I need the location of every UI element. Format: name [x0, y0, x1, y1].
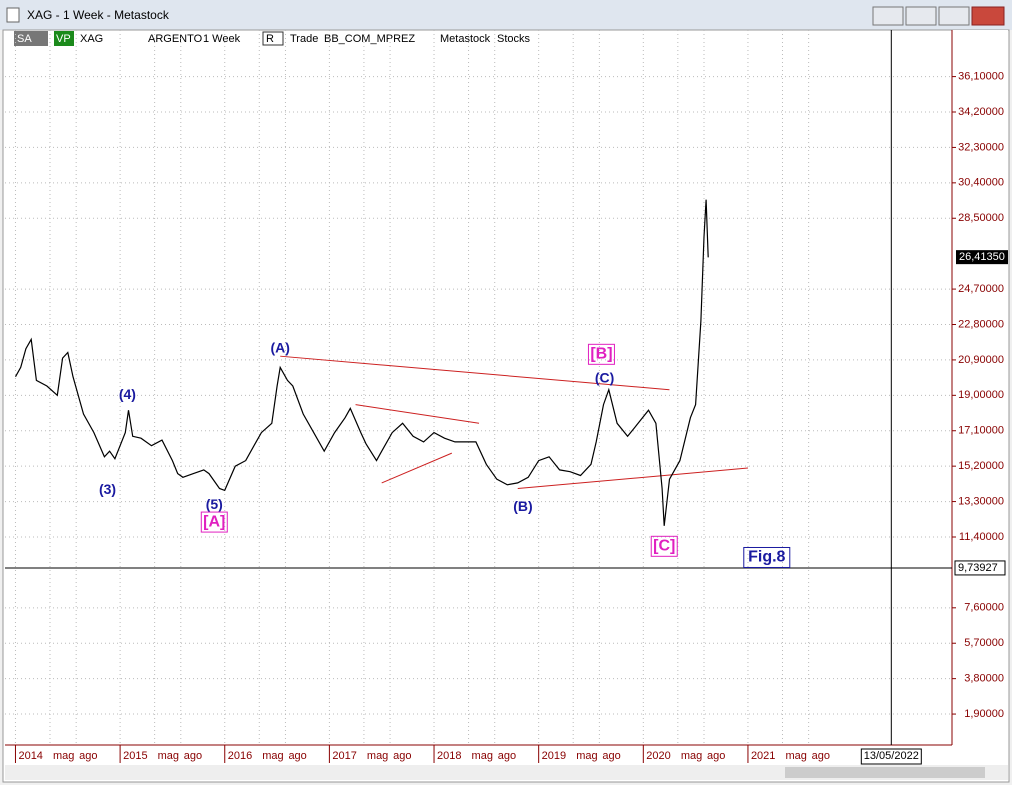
x-tick-label: ago — [79, 750, 97, 762]
scroll-thumb[interactable] — [785, 767, 985, 778]
vp-button[interactable] — [54, 31, 74, 46]
plot: 1,90000 3,80000 5,70000 7,60000 11,40000 13,3… — [5, 30, 1008, 765]
x-tick-label: ago — [812, 750, 830, 762]
y-tick-label: 36,10000 — [958, 71, 1004, 83]
annotation-box — [743, 546, 791, 568]
x-tick-label: 2020 — [646, 750, 670, 762]
x-tick-label: 2014 — [18, 750, 42, 762]
y-tick-label: 32,30000 — [958, 141, 1004, 153]
dropdown[interactable] — [262, 31, 284, 46]
toolbar-item[interactable]: VP — [56, 33, 71, 45]
toolbar-item[interactable]: 1 Week — [203, 33, 241, 45]
toolbar-item[interactable]: SA — [17, 33, 32, 45]
crosshair-y-label: 9,73927 — [958, 562, 998, 574]
y-tick-label: 15,20000 — [958, 460, 1004, 472]
crosshair-x-label: 13/05/2022 — [864, 750, 919, 762]
wave-label: [C] — [653, 538, 675, 555]
y-tick-label: 24,70000 — [958, 283, 1004, 295]
restore-btn[interactable] — [872, 6, 904, 26]
x-tick-label: 2016 — [228, 750, 252, 762]
toolbar-item[interactable]: BB_COM_MPREZ — [324, 33, 415, 45]
y-tick-label: 28,50000 — [958, 212, 1004, 224]
scrollbar[interactable] — [5, 765, 1008, 780]
x-tick-label: mag — [262, 750, 283, 762]
crosshair-x-box — [860, 748, 922, 765]
x-tick-label: 2015 — [123, 750, 147, 762]
title-bar — [0, 0, 1012, 30]
crosshair-y-box — [954, 560, 1006, 576]
y-axis-area — [952, 30, 1008, 745]
close-btn[interactable] — [971, 6, 1005, 26]
x-tick-label: 2021 — [751, 750, 775, 762]
annotation-box — [200, 511, 228, 533]
y-tick-label: 5,70000 — [964, 637, 1004, 649]
x-tick-label: mag — [681, 750, 702, 762]
trendline — [381, 452, 453, 484]
y-tick-label: 19,00000 — [958, 389, 1004, 401]
chart-panel — [2, 29, 1010, 783]
x-tick-label: mag — [53, 750, 74, 762]
x-tick-label: 2018 — [437, 750, 461, 762]
toolbar-item[interactable]: Stocks — [497, 33, 531, 45]
wave-label: (C) — [595, 369, 614, 385]
x-tick-label: ago — [602, 750, 620, 762]
trendline — [280, 355, 670, 391]
y-tick-label: 7,60000 — [964, 602, 1004, 614]
annotation-box — [650, 535, 678, 557]
y-tick-label: 20,90000 — [958, 354, 1004, 366]
trendline — [355, 404, 480, 424]
toolbar: SA VP XAG ARGENTO 1 Week R Trade BB_COM_MPREZ Me… — [14, 31, 531, 46]
x-tick-label: mag — [472, 750, 493, 762]
y-tick-label: 34,20000 — [958, 106, 1004, 118]
x-tick-label: mag — [576, 750, 597, 762]
toolbar-item[interactable]: Metastock — [440, 33, 491, 45]
wave-label: (B) — [513, 498, 532, 514]
toolbar-item[interactable]: Trade — [290, 33, 318, 45]
y-tick-label: 3,80000 — [964, 673, 1004, 685]
y-tick-label: 13,30000 — [958, 495, 1004, 507]
x-tick-label: ago — [184, 750, 202, 762]
y-tick-label: 17,10000 — [958, 425, 1004, 437]
x-tick-label: ago — [707, 750, 725, 762]
last-price-box — [956, 250, 1008, 265]
wave-label: [A] — [203, 513, 225, 530]
wave-label: Fig.8 — [748, 549, 785, 566]
x-tick-label: mag — [158, 750, 179, 762]
y-tick-label: 11,40000 — [959, 531, 1004, 543]
x-tick-label: ago — [498, 750, 516, 762]
x-tick-label: mag — [367, 750, 388, 762]
x-tick-label: 2017 — [332, 750, 356, 762]
toolbar-item[interactable]: R — [266, 33, 274, 45]
y-tick-label: 1,90000 — [964, 708, 1004, 720]
price-line — [14, 199, 709, 526]
wave-label: (4) — [119, 386, 136, 402]
wave-label: (5) — [206, 496, 223, 512]
x-tick-label: ago — [393, 750, 411, 762]
y-tick-label: 30,40000 — [958, 177, 1004, 189]
x-tick-label: mag — [785, 750, 806, 762]
last-price-label: 26,41350 — [959, 251, 1005, 263]
trendline — [517, 467, 748, 490]
sa-button[interactable] — [14, 31, 48, 46]
maximize-btn[interactable] — [938, 6, 970, 26]
window-title: XAG - 1 Week - Metastock — [27, 8, 170, 22]
y-tick-label: 22,80000 — [958, 318, 1004, 330]
app-icon — [6, 7, 20, 23]
annotation-box — [587, 343, 615, 365]
wave-label: [B] — [590, 346, 612, 363]
wave-label: (A) — [270, 339, 289, 355]
x-tick-label: 2019 — [542, 750, 566, 762]
minimize-btn[interactable] — [905, 6, 937, 26]
wave-label: (3) — [99, 481, 116, 497]
toolbar-item[interactable]: XAG — [80, 33, 103, 45]
x-tick-label: ago — [288, 750, 306, 762]
toolbar-item[interactable]: ARGENTO — [148, 33, 203, 45]
